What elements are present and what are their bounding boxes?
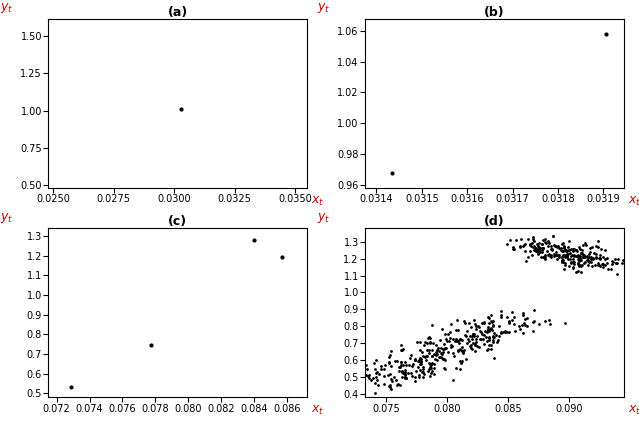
Title: (c): (c) — [168, 215, 187, 228]
X-axis label: $\mathit{x_t}$: $\mathit{x_t}$ — [311, 404, 324, 417]
X-axis label: $\mathit{x_t}$: $\mathit{x_t}$ — [627, 404, 639, 417]
X-axis label: $\mathit{x_t}$: $\mathit{x_t}$ — [311, 195, 324, 208]
X-axis label: $\mathit{x_t}$: $\mathit{x_t}$ — [627, 195, 639, 208]
Title: (a): (a) — [167, 5, 188, 19]
Y-axis label: $\mathit{y_t}$: $\mathit{y_t}$ — [0, 211, 13, 225]
Y-axis label: $\mathit{y_t}$: $\mathit{y_t}$ — [0, 1, 13, 15]
Title: (d): (d) — [484, 215, 505, 228]
Title: (b): (b) — [484, 5, 505, 19]
Y-axis label: $\mathit{y_t}$: $\mathit{y_t}$ — [317, 1, 330, 15]
Y-axis label: $\mathit{y_t}$: $\mathit{y_t}$ — [317, 211, 330, 225]
